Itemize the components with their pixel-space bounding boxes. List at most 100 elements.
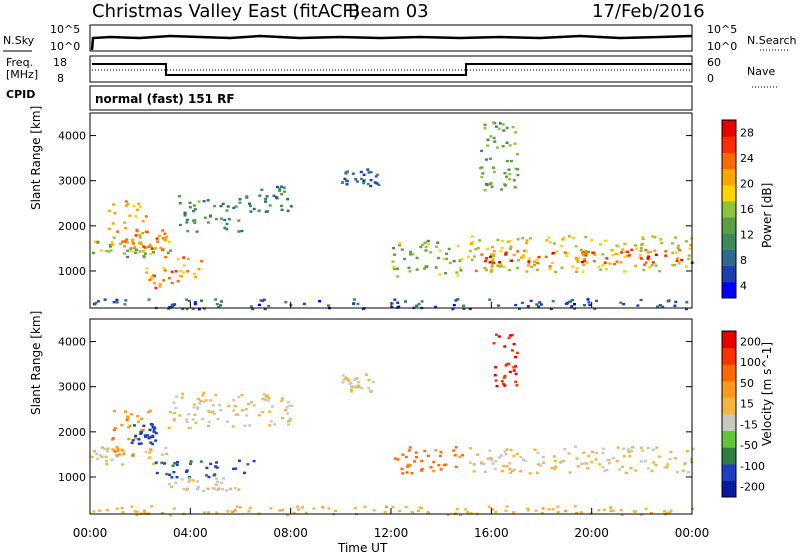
data-cell (419, 245, 423, 249)
data-cell (512, 342, 516, 346)
data-cell (124, 226, 128, 230)
colorbar-segment (722, 200, 736, 218)
data-cell (536, 451, 540, 454)
data-cell (196, 480, 200, 483)
data-cell (170, 476, 174, 479)
data-cell (196, 407, 200, 410)
data-cell (629, 466, 633, 470)
data-cell (493, 467, 497, 471)
data-cell (658, 304, 662, 307)
data-cell (163, 239, 167, 242)
data-cell (353, 378, 357, 382)
data-cell (545, 239, 549, 242)
data-cell (586, 467, 590, 470)
data-cell (144, 230, 148, 233)
data-cell (178, 202, 182, 205)
data-cell (290, 404, 294, 407)
data-cell (511, 349, 514, 352)
data-cell (247, 510, 251, 513)
data-cell (565, 254, 569, 258)
data-cell (163, 236, 167, 240)
data-cell (521, 237, 525, 240)
data-cell (226, 510, 230, 513)
data-cell (438, 454, 442, 458)
data-cell (238, 198, 242, 201)
data-cell (164, 446, 168, 450)
data-cell (122, 452, 125, 456)
data-cell (192, 204, 196, 207)
data-cell (476, 453, 479, 456)
data-cell (217, 306, 221, 309)
data-cell (592, 260, 596, 263)
data-cell (96, 300, 100, 303)
data-cell (626, 448, 630, 451)
y-tick-label: 2000 (58, 426, 86, 439)
data-cell (504, 453, 508, 456)
velocity-colorbar-label: Velocity [m s^-1] (760, 342, 774, 446)
data-cell (560, 266, 564, 269)
colorbar-frame (721, 119, 737, 299)
data-cell (174, 270, 178, 273)
data-cell (673, 457, 677, 460)
data-cell (571, 298, 575, 302)
data-cell (575, 270, 579, 273)
data-cell (193, 302, 197, 306)
data-cell (489, 135, 493, 138)
data-cell (194, 275, 198, 279)
data-cell (144, 450, 148, 454)
data-cell (124, 204, 128, 207)
data-cell (139, 242, 143, 246)
colorbar-segment (722, 249, 736, 267)
data-cell (676, 247, 680, 250)
data-cell (240, 409, 244, 412)
data-cell (355, 180, 359, 183)
data-cell (452, 260, 456, 263)
data-cell (583, 304, 586, 307)
data-cell (623, 242, 627, 246)
data-cell (344, 171, 348, 174)
data-cell (138, 250, 142, 253)
data-cell (466, 511, 470, 514)
data-cell (200, 260, 204, 263)
data-cell (590, 461, 594, 464)
data-cell (503, 450, 507, 453)
data-cell (575, 267, 579, 270)
data-cell (143, 511, 147, 514)
data-cell (345, 183, 349, 186)
data-cell (454, 446, 458, 449)
data-cell (504, 253, 508, 256)
data-cell (114, 426, 117, 430)
data-cell (615, 260, 619, 263)
y-tick-label: 1000 (58, 265, 86, 278)
data-cell (135, 248, 138, 251)
data-cell (111, 448, 115, 451)
data-cell (349, 388, 353, 391)
data-cell (565, 252, 569, 255)
data-cell (183, 214, 187, 217)
data-cell (555, 250, 559, 253)
data-cell (188, 201, 192, 204)
data-cell (257, 413, 261, 417)
data-cell (519, 470, 523, 473)
data-cell (252, 404, 256, 407)
data-cell (576, 465, 580, 468)
data-cell (215, 477, 219, 480)
noise-tick-top-left: 10^5 (50, 23, 80, 36)
data-cell (417, 303, 421, 306)
data-cell (159, 246, 163, 249)
data-cell (533, 448, 537, 451)
data-cell (282, 190, 286, 193)
data-cell (423, 242, 427, 245)
colorbar-tick-label: 8 (740, 254, 747, 267)
data-cell (151, 435, 155, 439)
data-cell (185, 298, 189, 301)
data-cell (663, 510, 666, 513)
data-cell (500, 470, 504, 473)
data-cell (628, 454, 632, 458)
data-cell (264, 210, 268, 213)
data-cell (511, 125, 515, 129)
data-cell (425, 265, 429, 268)
data-cell (515, 153, 519, 156)
data-cell (360, 177, 363, 181)
data-cell (366, 168, 370, 171)
